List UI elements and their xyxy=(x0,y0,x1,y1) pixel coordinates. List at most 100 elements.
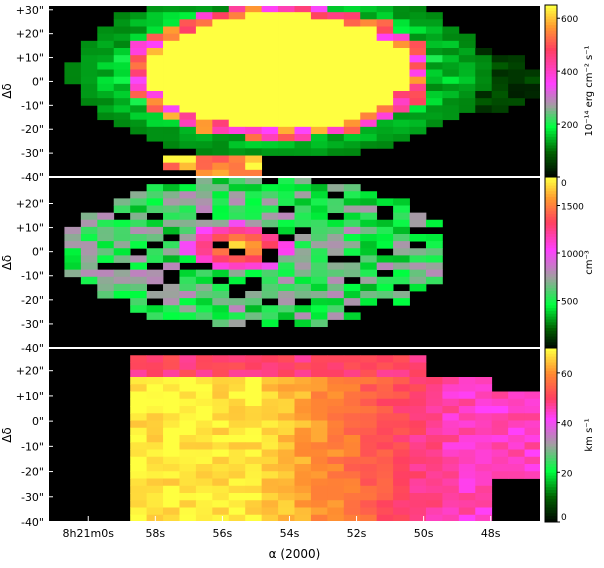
pixel-cell xyxy=(343,126,361,135)
pixel-cell xyxy=(179,184,197,192)
pixel-cell xyxy=(195,384,213,392)
pixel-cell xyxy=(261,48,279,56)
pixel-cell xyxy=(228,26,246,35)
colorbar-tick-label: 40 xyxy=(561,420,573,430)
colorbar-tick-label: 400 xyxy=(561,68,578,78)
pixel-cell xyxy=(294,485,312,494)
pixel-cell xyxy=(163,305,180,313)
pixel-cell xyxy=(343,449,361,458)
pixel-cell xyxy=(310,391,328,400)
pixel-cell xyxy=(327,76,345,85)
colorbar-swatch xyxy=(545,305,557,309)
pixel-cell xyxy=(278,141,295,149)
pixel-cell xyxy=(212,255,230,263)
pixel-cell xyxy=(179,255,197,263)
colorbar-swatch xyxy=(545,322,557,326)
pixel-cell xyxy=(360,276,378,285)
pixel-cell xyxy=(508,391,525,400)
pixel-cell xyxy=(294,40,312,49)
pixel-cell xyxy=(409,384,427,392)
pixel-cell xyxy=(228,105,246,113)
pixel-cell xyxy=(360,449,378,458)
pixel-cell xyxy=(212,234,230,242)
pixel-cell xyxy=(294,377,312,385)
colorbar-swatch xyxy=(545,377,557,381)
pixel-cell xyxy=(393,291,410,299)
pixel-cell xyxy=(393,478,410,487)
pixel-cell xyxy=(425,262,443,271)
colorbar-swatch xyxy=(545,73,557,78)
pixel-cell xyxy=(179,464,197,472)
pixel-cell xyxy=(458,435,476,443)
pixel-cell xyxy=(278,269,295,278)
pixel-cell xyxy=(327,276,345,285)
pixel-cell xyxy=(179,55,197,63)
panel-2 xyxy=(47,176,542,349)
pixel-cell xyxy=(425,219,443,228)
y-tick-label: -10" xyxy=(21,99,44,112)
pixel-cell xyxy=(294,148,312,156)
pixel-cell xyxy=(327,19,345,27)
pixel-cell xyxy=(294,119,312,128)
pixel-cell xyxy=(113,105,131,113)
colorbar-swatch xyxy=(545,345,557,349)
pixel-cell xyxy=(409,212,427,221)
pixel-cell xyxy=(195,269,213,278)
pixel-cell xyxy=(212,177,230,185)
pixel-cell xyxy=(212,507,230,516)
pixel-cell xyxy=(179,91,197,99)
pixel-cell xyxy=(458,464,476,472)
pixel-cell xyxy=(228,219,246,228)
pixel-cell xyxy=(245,312,263,320)
pixel-cell xyxy=(425,391,443,400)
pixel-cell xyxy=(393,456,410,465)
pixel-cell xyxy=(327,112,345,121)
pixel-cell xyxy=(179,40,197,49)
pixel-cell xyxy=(393,377,410,385)
pixel-cell xyxy=(130,212,147,221)
pixel-cell xyxy=(376,5,394,13)
pixel-cell xyxy=(228,126,246,135)
colorbar-swatch xyxy=(545,435,557,439)
pixel-cell xyxy=(179,413,197,421)
colorbar-swatch xyxy=(545,328,557,332)
pixel-cell xyxy=(376,435,394,443)
pixel-cell xyxy=(491,471,509,479)
pixel-cell xyxy=(278,184,295,192)
pixel-cell xyxy=(146,291,164,299)
colorbar-swatch xyxy=(545,30,557,35)
pixel-cell xyxy=(376,26,394,35)
pixel-cell xyxy=(393,226,410,235)
pixel-cell xyxy=(261,33,279,42)
pixel-cell xyxy=(458,507,476,516)
pixel-cell xyxy=(146,391,164,400)
pixel-cell xyxy=(310,141,328,149)
pixel-cell xyxy=(179,12,197,20)
pixel-cell xyxy=(343,456,361,465)
pixel-cell xyxy=(195,26,213,35)
pixel-cell xyxy=(425,40,443,49)
colorbar-frame xyxy=(544,347,558,523)
colorbar-swatch xyxy=(545,391,557,395)
pixel-cell xyxy=(425,255,443,263)
y-axis-3: +20"+10"0"-10"-20"-30"-40"Δδ xyxy=(0,365,53,529)
pixel-cell xyxy=(343,219,361,228)
pixel-cell xyxy=(245,19,263,27)
pixel-cell xyxy=(442,91,460,99)
colorbar-swatch xyxy=(545,19,557,23)
pixel-cell xyxy=(278,241,295,249)
pixel-cell xyxy=(130,305,147,313)
pixel-cell xyxy=(327,514,345,523)
pixel-cell xyxy=(146,435,164,443)
colorbar-swatch xyxy=(545,10,557,15)
pixel-cell xyxy=(245,478,263,487)
pixel-cell xyxy=(360,391,378,400)
y-tick-label: +20" xyxy=(16,197,44,210)
pixel-cell xyxy=(393,48,410,56)
y-tick-label: +10" xyxy=(16,222,44,235)
pixel-cell xyxy=(228,169,246,178)
y-axis-1: +30"+20"+10"0"-10"-20"-30"-40"Δδ xyxy=(0,4,53,184)
pixel-cell xyxy=(163,184,180,192)
pixel-cell xyxy=(80,241,98,249)
